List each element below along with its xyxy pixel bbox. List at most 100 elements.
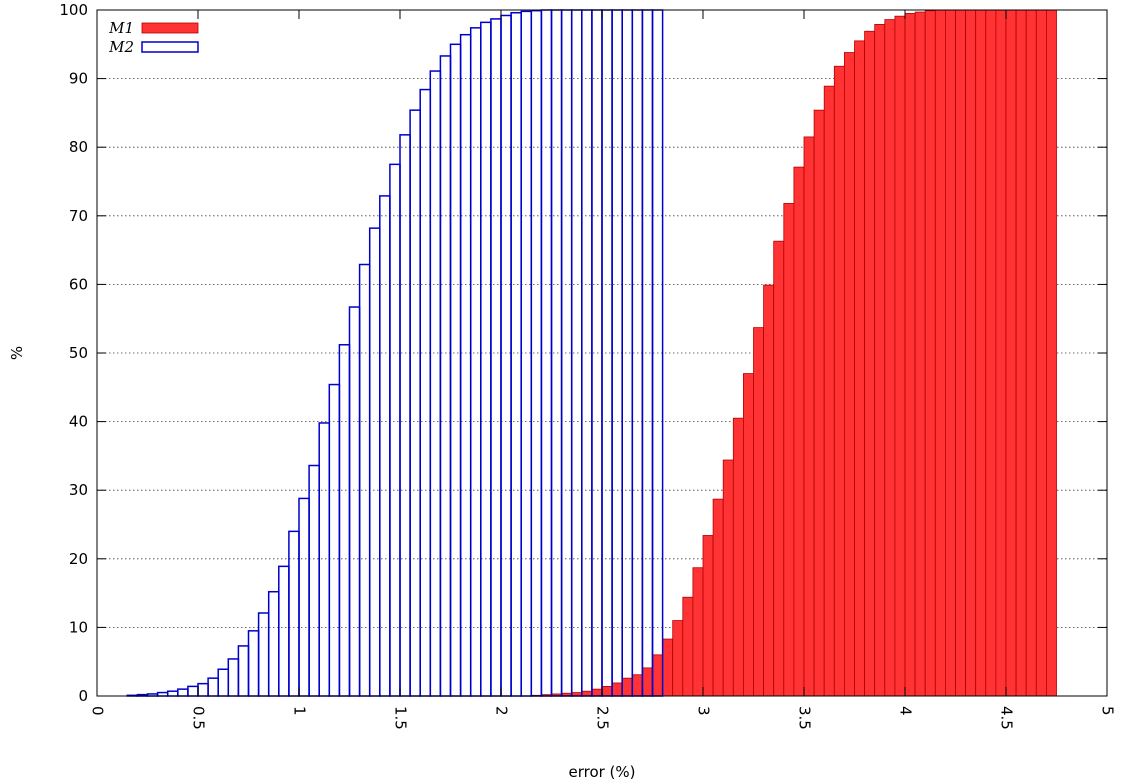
bar-m2 [247, 630, 260, 697]
bar-m1 [722, 459, 734, 697]
bar-m2 [348, 306, 361, 697]
y-tick-label: 0 [78, 687, 88, 705]
bar-m1 [773, 240, 785, 697]
bar-m2 [187, 685, 199, 697]
bar-m1 [702, 535, 714, 697]
bar-m1 [833, 65, 845, 697]
bar-m1 [652, 654, 663, 697]
bar-m1 [1005, 9, 1017, 697]
bar-m1 [874, 24, 886, 697]
bar-m2 [197, 682, 209, 697]
bar-m1 [743, 373, 754, 697]
bar-m2 [621, 9, 634, 697]
legend: M1 M2 [108, 19, 199, 56]
bar-m1 [965, 9, 977, 697]
bar-m1 [934, 9, 946, 697]
legend-swatch-m2 [141, 41, 199, 53]
bar-m1 [955, 9, 967, 697]
y-tick-label: 10 [69, 618, 88, 636]
y-tick-label: 20 [69, 550, 88, 568]
bar-m2 [379, 195, 391, 697]
bar-m1 [1035, 9, 1047, 697]
bar-m2 [338, 344, 351, 697]
bar-m2 [358, 263, 371, 697]
bar-m2 [500, 14, 512, 697]
bar-m1 [621, 677, 633, 697]
y-tick-label: 40 [69, 413, 88, 431]
x-tick-label: 0 [89, 706, 107, 716]
bar-m2 [490, 18, 502, 697]
bar-m2 [217, 668, 230, 697]
y-axis-ticks: 0 10 20 30 40 50 60 70 80 90 100 [59, 1, 1107, 705]
bar-m1 [894, 15, 906, 697]
bar-m2 [469, 27, 482, 697]
bar-m2 [298, 497, 310, 697]
bar-m1 [1025, 9, 1037, 697]
bar-m2 [156, 691, 169, 697]
bar-m2 [601, 9, 613, 697]
series-m1-bars [530, 9, 1057, 697]
legend-swatch-m1 [141, 22, 199, 34]
bar-m1 [854, 40, 866, 697]
bar-m1 [631, 674, 643, 697]
x-tick-label: 2 [493, 706, 511, 716]
x-tick-label: 5 [1099, 706, 1117, 716]
bar-m2 [399, 134, 411, 697]
bar-m1 [914, 11, 926, 697]
bar-m2 [318, 422, 331, 697]
bar-m1 [985, 9, 997, 697]
bar-m1 [753, 327, 764, 697]
y-tick-label: 70 [69, 207, 88, 225]
y-tick-label: 80 [69, 138, 88, 156]
bar-m2 [207, 677, 219, 697]
y-tick-label: 60 [69, 275, 88, 293]
bar-m2 [177, 688, 189, 697]
x-tick-label: 1 [291, 706, 309, 716]
x-tick-label: 4 [897, 706, 915, 716]
series-m2-bars [126, 9, 664, 697]
bar-m1 [904, 13, 916, 697]
x-axis-title: error (%) [568, 763, 635, 781]
bar-m2 [641, 9, 654, 697]
bar-m1 [601, 685, 613, 697]
bar-m1 [682, 596, 694, 697]
bar-m2 [510, 11, 522, 697]
x-tick-label: 3.5 [796, 706, 814, 730]
y-axis-title: % [8, 346, 26, 360]
bar-m1 [813, 109, 825, 697]
bar-m2 [520, 10, 533, 697]
bar-m2 [530, 9, 543, 697]
bar-m2 [459, 33, 472, 697]
bar-m1 [945, 9, 956, 697]
bar-m1 [591, 688, 603, 697]
bar-m2 [227, 658, 240, 697]
bar-m1 [1046, 9, 1057, 697]
bar-m2 [328, 383, 341, 697]
bar-m2 [257, 612, 270, 697]
y-tick-label: 30 [69, 481, 88, 499]
bar-m2 [267, 590, 280, 697]
bar-m2 [449, 43, 462, 697]
bar-m2 [166, 690, 179, 697]
x-tick-label: 1.5 [392, 706, 410, 730]
bar-m1 [662, 638, 674, 697]
bar-m1 [783, 203, 795, 697]
bar-m2 [480, 21, 492, 697]
y-tick-label: 50 [69, 344, 88, 362]
x-tick-label: 4.5 [998, 706, 1016, 730]
x-tick-label: 2.5 [594, 706, 612, 730]
y-tick-label: 90 [69, 70, 88, 88]
bar-m1 [793, 166, 805, 697]
bar-m1 [712, 498, 724, 697]
bar-m1 [975, 9, 987, 697]
bar-m1 [844, 52, 855, 697]
bar-m1 [864, 30, 876, 697]
bar-m2 [288, 530, 300, 697]
legend-label-m1: M1 [108, 19, 134, 37]
y-tick-label: 100 [59, 1, 88, 19]
bar-m1 [884, 19, 896, 697]
bar-m1 [672, 620, 684, 697]
bar-m1 [763, 284, 775, 697]
bar-m1 [611, 682, 623, 697]
